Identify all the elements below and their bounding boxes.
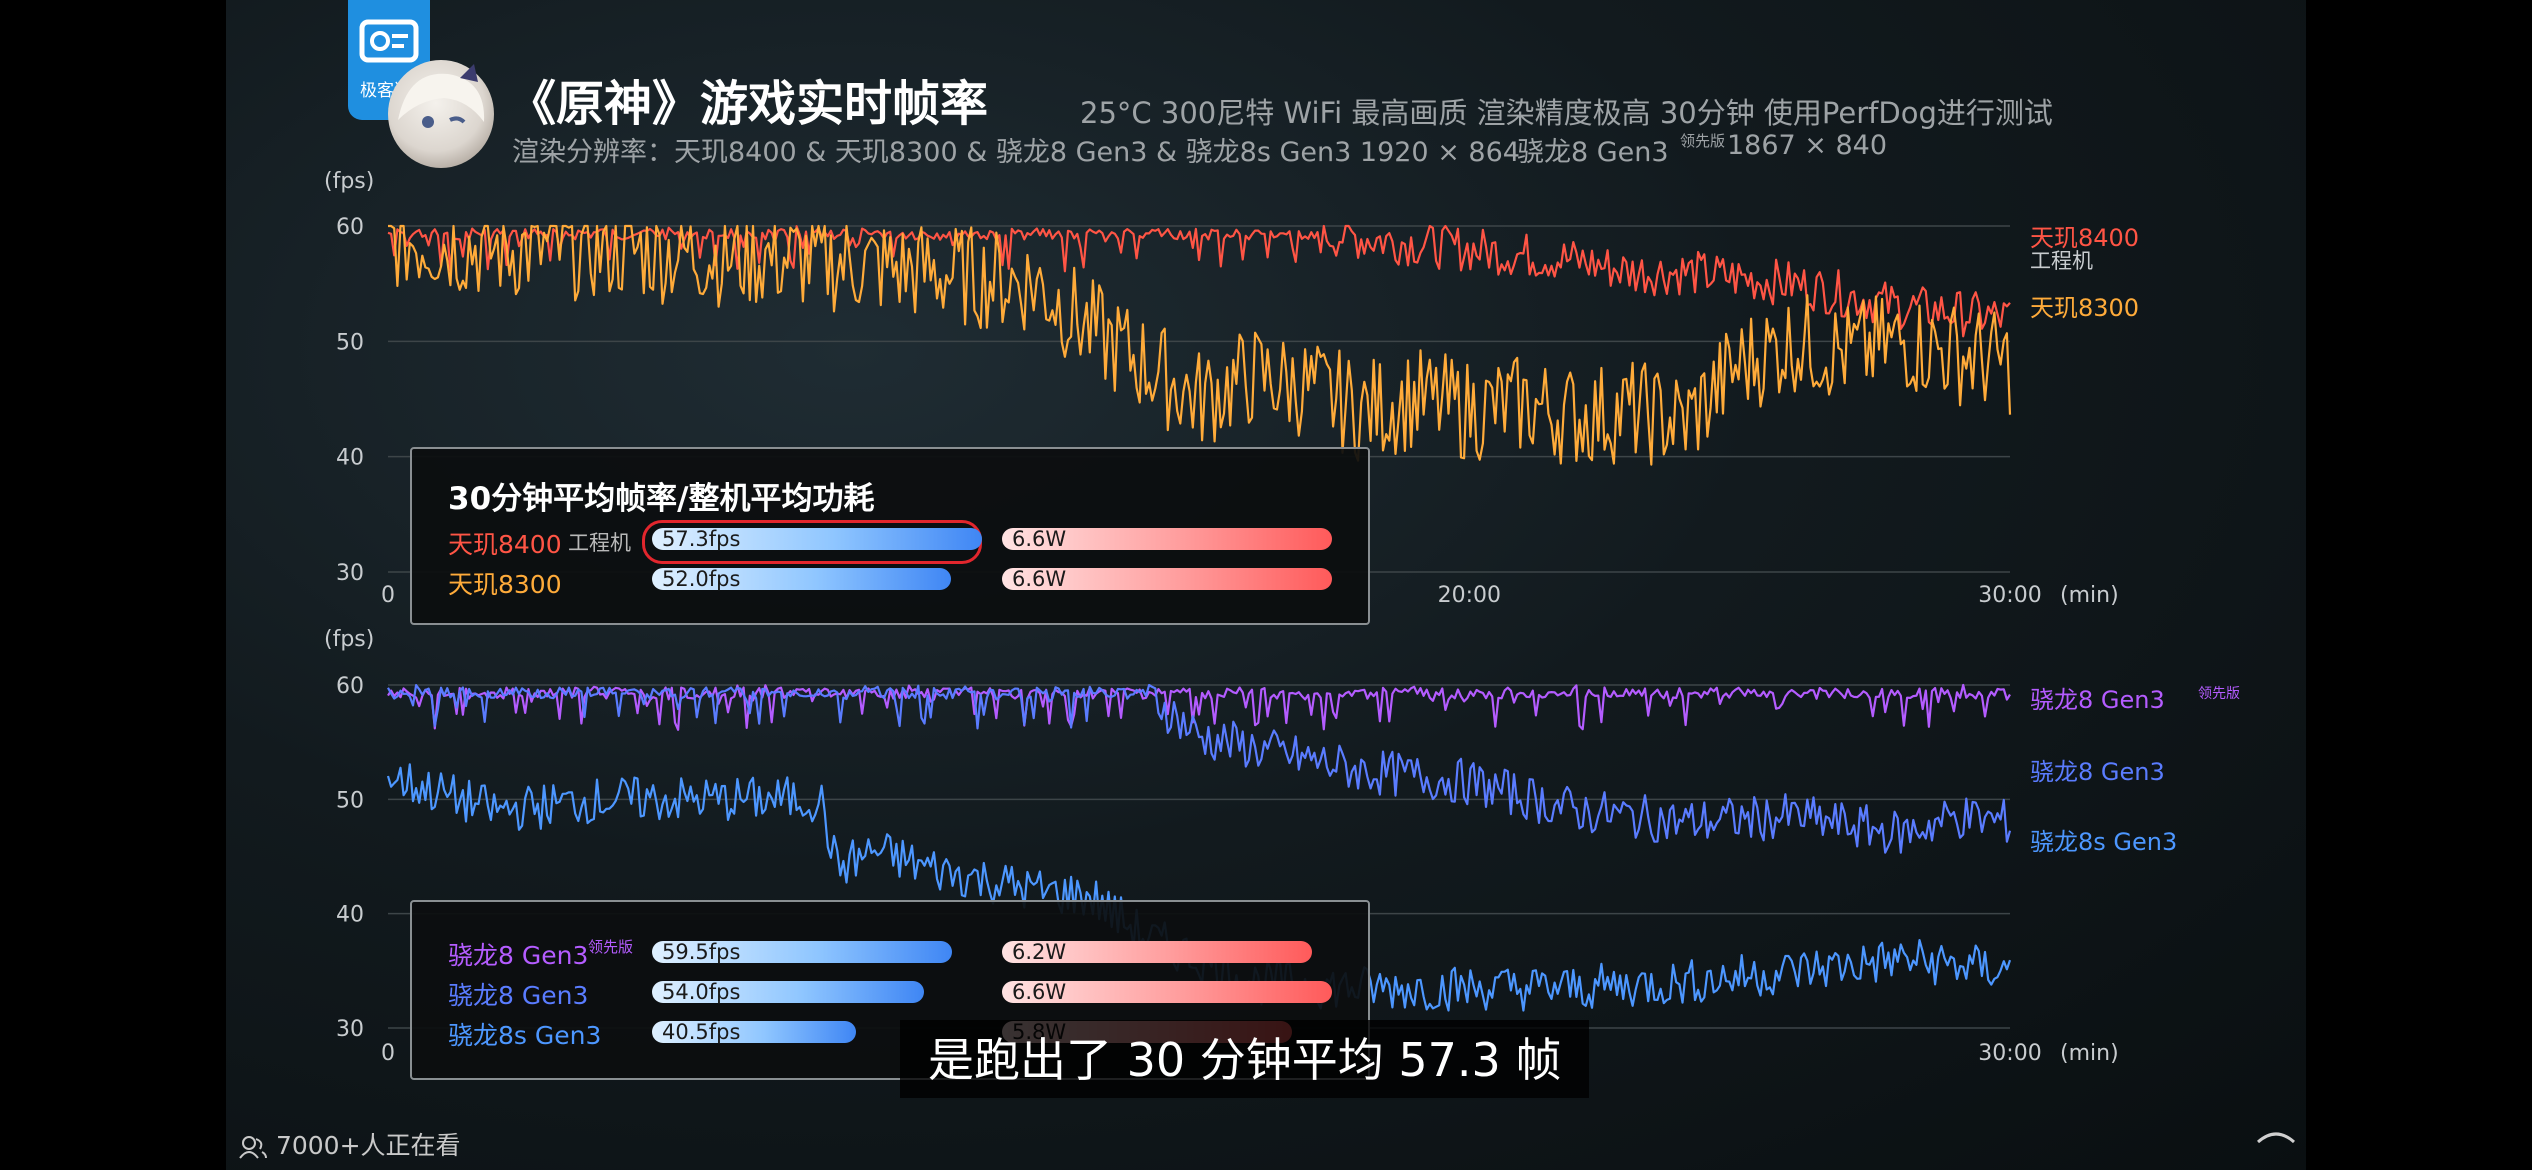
summary-panel-top: 30分钟平均帧率/整机平均功耗 天玑8400 工程机 天玑8300 57.3fp… xyxy=(410,447,1370,625)
legend-label: 骁龙8 Gen3 xyxy=(2030,758,2165,786)
power-value: 6.6W xyxy=(1012,567,1067,591)
fps-value: 52.0fps xyxy=(662,567,741,591)
resolution-extra-badge: 领先版 xyxy=(1680,132,1726,150)
power-bar: 6.6W xyxy=(1002,567,1332,591)
power-value: 6.6W xyxy=(1012,980,1067,1004)
summary-row-name: 骁龙8s Gen3 xyxy=(448,1021,602,1050)
summary-row-name: 天玑8400 xyxy=(448,530,562,559)
series-line xyxy=(387,683,2011,731)
x-axis-label: (min) xyxy=(2060,1041,2119,1066)
power-bar: 6.6W xyxy=(1002,980,1332,1004)
legend-badge: 领先版 xyxy=(2198,686,2240,702)
resolution-extra-name: 骁龙8 Gen3 xyxy=(1517,137,1669,168)
summary-title: 30分钟平均帧率/整机平均功耗 xyxy=(448,481,875,517)
x-tick-label: 20:00 xyxy=(1438,583,1501,608)
legend-label: 天玑8400 xyxy=(2030,224,2139,252)
subtitle-caption: 是跑出了 30 分钟平均 57.3 帧 xyxy=(900,1020,1590,1098)
power-bar: 6.2W xyxy=(1002,940,1312,964)
viewer-count: 7000+人正在看 xyxy=(238,1126,461,1162)
y-tick-label: 60 xyxy=(336,674,364,699)
legend-label: 天玑8300 xyxy=(2030,294,2139,322)
y-tick-label: 60 xyxy=(336,215,364,240)
character-avatar xyxy=(388,60,494,168)
summary-row-name: 骁龙8 Gen3 xyxy=(448,981,589,1010)
more-icon[interactable] xyxy=(2256,1128,2296,1148)
summary-row-badge: 领先版 xyxy=(588,938,634,956)
y-tick-label: 30 xyxy=(336,1017,364,1042)
fps-bar: 59.5fps xyxy=(652,940,952,964)
x-tick-label: 30:00 xyxy=(1978,583,2041,608)
y-axis-label: (fps) xyxy=(324,627,374,652)
power-value: 6.2W xyxy=(1012,940,1067,964)
y-tick-label: 50 xyxy=(336,330,364,355)
legend-label: 骁龙8s Gen3 xyxy=(2030,828,2177,856)
fps-value: 59.5fps xyxy=(662,940,741,964)
x-tick-label: 30:00 xyxy=(1978,1041,2041,1066)
fps-bar: 54.0fps xyxy=(652,980,924,1004)
fps-value: 54.0fps xyxy=(662,980,741,1004)
character-icon xyxy=(398,64,485,128)
fps-value: 57.3fps xyxy=(662,527,741,551)
resolution-line: 渲染分辨率：天玑8400 & 天玑8300 & 骁龙8 Gen3 & 骁龙8s … xyxy=(512,137,1520,168)
x-tick-label: 0 xyxy=(381,583,395,608)
gear-icon xyxy=(359,19,419,63)
x-tick-label: 0 xyxy=(381,1041,395,1066)
summary-row-name: 天玑8300 xyxy=(448,570,562,599)
viewers-icon xyxy=(239,1136,267,1159)
y-tick-label: 30 xyxy=(336,561,364,586)
y-tick-label: 50 xyxy=(336,788,364,813)
fps-bar: 52.0fps xyxy=(652,567,951,591)
y-tick-label: 40 xyxy=(336,903,364,928)
viewer-count-text: 7000+人正在看 xyxy=(275,1131,461,1160)
chart-title: 《原神》游戏实时帧率 xyxy=(508,76,989,132)
power-bar: 6.6W xyxy=(1002,527,1332,551)
power-value: 6.6W xyxy=(1012,527,1067,551)
resolution-extra-value: 1867 × 840 xyxy=(1727,130,1888,161)
series-line xyxy=(387,224,2011,338)
summary-row-name: 骁龙8 Gen3 xyxy=(448,941,589,970)
series-line xyxy=(388,224,2012,466)
summary-panel-bottom: 骁龙8 Gen3 领先版 骁龙8 Gen3 骁龙8s Gen3 59.5fps 6… xyxy=(410,900,1370,1080)
test-conditions: 25°C 300尼特 WiFi 最高画质 渲染精度极高 30分钟 使用PerfD… xyxy=(1080,96,2053,130)
y-axis-label: (fps) xyxy=(324,169,374,194)
summary-row-sub: 工程机 xyxy=(568,531,631,555)
y-tick-label: 40 xyxy=(336,446,364,471)
fps-bar: 40.5fps xyxy=(652,1020,856,1044)
fps-value: 40.5fps xyxy=(662,1020,741,1044)
fps-bar: 57.3fps xyxy=(652,527,982,551)
legend-sub: 工程机 xyxy=(2030,249,2093,273)
x-axis-label: (min) xyxy=(2060,583,2119,608)
legend-label: 骁龙8 Gen3 xyxy=(2030,686,2165,714)
series-line xyxy=(387,683,2012,854)
